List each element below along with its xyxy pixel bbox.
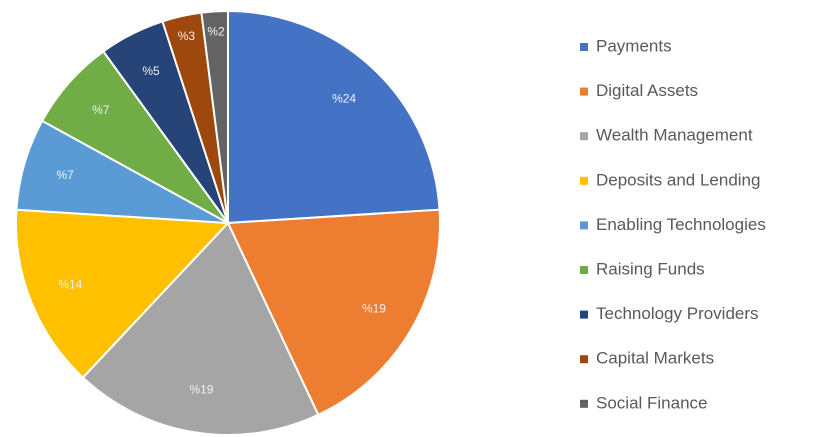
data-label: %7 <box>56 168 74 182</box>
data-label: %19 <box>189 383 213 397</box>
legend-swatch <box>580 132 588 141</box>
legend-label: Enabling Technologies <box>596 215 766 234</box>
data-label: %2 <box>207 25 225 39</box>
pie-slice <box>15 208 231 379</box>
data-label: %7 <box>92 103 110 117</box>
legend-label: Payments <box>596 36 672 55</box>
legend-swatch <box>580 310 588 319</box>
legend-label: Technology Providers <box>596 304 759 323</box>
legend-label: Digital Assets <box>596 81 698 100</box>
legend-swatch <box>580 43 588 51</box>
legend-swatch <box>580 221 588 230</box>
data-label: %24 <box>332 92 356 106</box>
legend-swatch <box>580 266 588 274</box>
legend-label: Capital Markets <box>596 349 714 368</box>
data-label: %3 <box>178 29 196 43</box>
legend-label: Wealth Management <box>596 126 753 145</box>
legend-label: Deposits and Lending <box>596 170 760 189</box>
data-label: %5 <box>142 64 160 78</box>
data-label: %14 <box>58 278 82 292</box>
legend-label: Raising Funds <box>596 259 705 278</box>
legend-swatch <box>580 399 588 408</box>
legend-swatch <box>580 355 588 364</box>
legend-label: Social Finance <box>596 393 708 412</box>
legend-swatch <box>580 176 588 185</box>
data-label: %19 <box>362 302 386 316</box>
pie-slice <box>200 9 229 224</box>
pie-slice <box>226 208 441 417</box>
pie-slice <box>227 9 441 225</box>
legend-swatch <box>580 87 588 96</box>
pie-slice <box>81 221 320 436</box>
